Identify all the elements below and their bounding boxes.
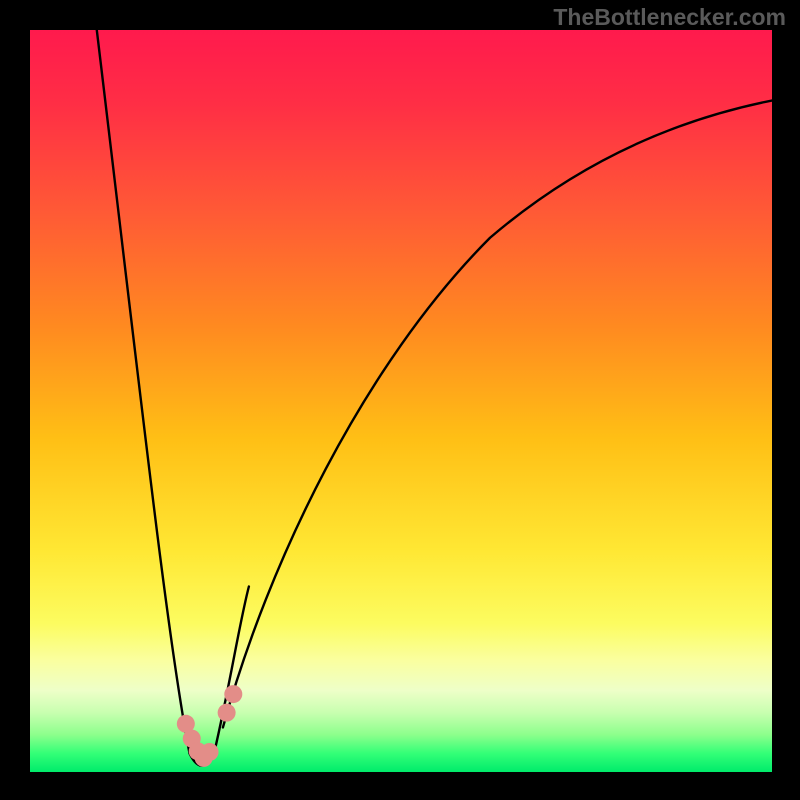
marker-right_cluster-1 (224, 685, 242, 703)
marker-right_cluster-0 (218, 704, 236, 722)
marker-left_cluster-4 (201, 743, 219, 761)
watermark-text: TheBottlenecker.com (553, 4, 786, 31)
gradient-chart (30, 30, 772, 772)
